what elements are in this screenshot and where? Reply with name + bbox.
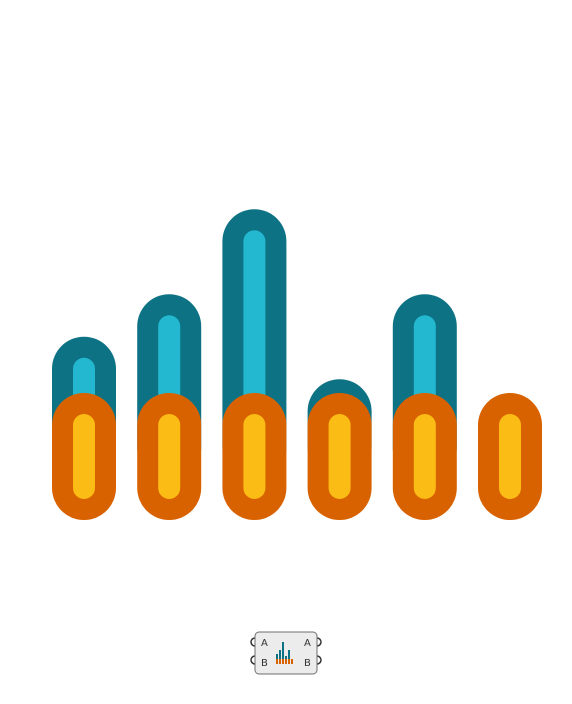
- input-label-b: B: [261, 658, 268, 669]
- input-label-a: A: [261, 638, 268, 649]
- input-grip-b[interactable]: [250, 655, 256, 665]
- orange-bar-inner: [413, 414, 436, 499]
- orange-bar-inner: [499, 414, 521, 499]
- orange-bar-inner: [158, 414, 181, 499]
- input-grip-a[interactable]: [250, 637, 256, 647]
- output-grip-b[interactable]: [316, 655, 322, 665]
- orange-bar-inner: [243, 414, 266, 499]
- bar-graph-icon: [276, 642, 293, 664]
- orange-bar-inner: [328, 414, 351, 499]
- output-grip-a[interactable]: [316, 637, 322, 647]
- bar-graph-component[interactable]: A B A B: [249, 630, 323, 678]
- component-body[interactable]: [254, 631, 318, 675]
- output-label-a: A: [304, 638, 311, 649]
- output-label-b: B: [304, 658, 311, 669]
- orange-bar-inner: [73, 414, 95, 499]
